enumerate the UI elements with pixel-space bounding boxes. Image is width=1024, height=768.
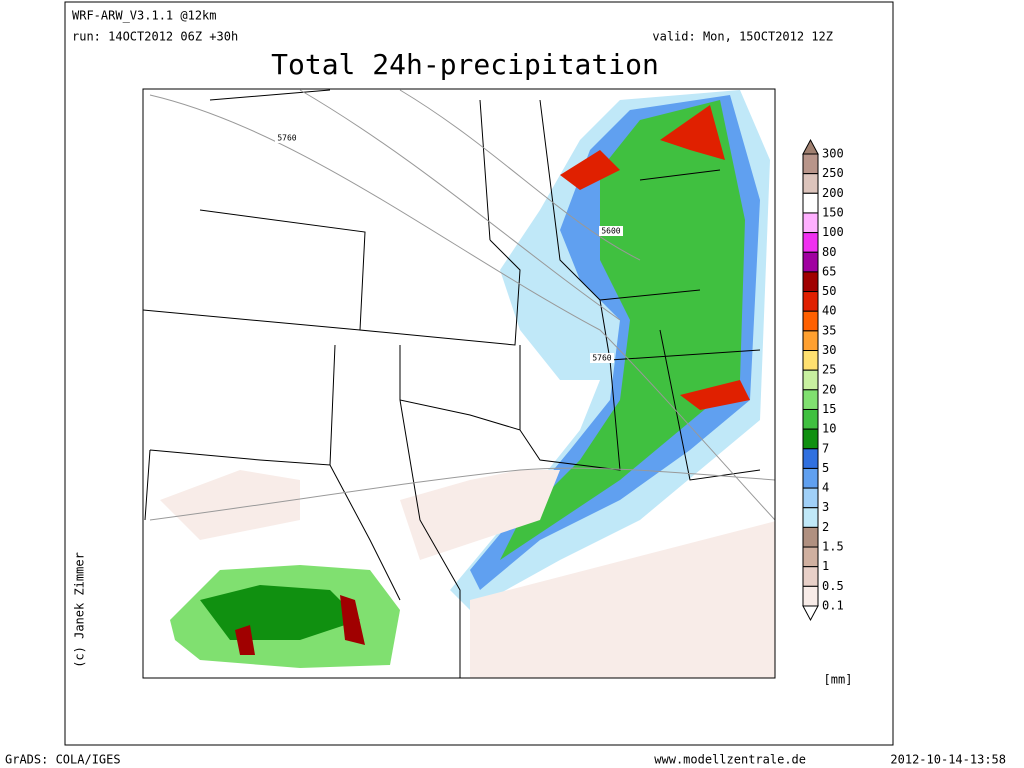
colorbar-label: 30 (822, 343, 836, 357)
precip-mexico-core (200, 585, 360, 640)
colorbar-swatch (802, 428, 819, 450)
precip-mexico-max (235, 595, 365, 655)
colorbar-label: 250 (822, 166, 844, 180)
unit-label: [mm] (824, 673, 853, 687)
valid-text: valid: Mon, 15OCT2012 12Z (652, 30, 833, 44)
colorbar: 300 250 200 150 100 80 65 50 40 35 30 25 20 15 10 7 5 4 3 2… (802, 138, 844, 622)
colorbar-swatch (802, 330, 819, 352)
colorbar-label: 5 (822, 461, 829, 475)
colorbar-label: 100 (822, 225, 844, 239)
height-contours (149, 89, 775, 521)
precip-trace (160, 470, 775, 678)
colorbar-swatch (802, 546, 819, 568)
colorbar-label: 65 (822, 264, 836, 278)
colorbar-swatch (802, 585, 819, 607)
colorbar-swatch (802, 291, 819, 312)
credit: (c) Janek Zimmer (73, 552, 87, 668)
colorbar-label: 7 (822, 441, 829, 455)
colorbar-swatch (802, 271, 819, 293)
colorbar-arrow (802, 605, 819, 622)
contour-label-box (599, 226, 623, 236)
colorbar-label: 4 (822, 481, 829, 495)
colorbar-swatch (802, 310, 819, 332)
colorbar-swatch (802, 487, 819, 509)
colorbar-label: 150 (822, 205, 844, 219)
colorbar-label: 1.5 (822, 540, 844, 554)
colorbar-label: 200 (822, 186, 844, 200)
colorbar-label: 35 (822, 323, 836, 337)
software-text: GrADS: COLA/IGES (5, 753, 121, 767)
colorbar-swatch (802, 192, 819, 214)
colorbar-swatch (802, 173, 819, 194)
contour-label: 5600 (601, 227, 620, 236)
colorbar-swatch (802, 526, 819, 548)
colorbar-label: 0.1 (822, 599, 844, 613)
precip-green (500, 100, 745, 560)
colorbar-swatch (802, 448, 819, 469)
colorbar-label: 80 (822, 245, 836, 259)
colorbar-label: 25 (822, 363, 836, 377)
colorbar-label: 50 (822, 284, 836, 298)
colorbar-swatch (802, 566, 819, 587)
colorbar-label: 3 (822, 500, 829, 514)
colorbar-label: 10 (822, 422, 836, 436)
colorbar-label: 0.5 (822, 579, 844, 593)
colorbar-label: 40 (822, 304, 836, 318)
map-border (142, 88, 776, 679)
colorbar-label: 300 (822, 147, 844, 161)
run-text: run: 14OCT2012 06Z +30h (72, 30, 238, 44)
colorbar-swatch (802, 232, 819, 253)
colorbar-swatch (802, 408, 819, 430)
contour-label-box (590, 353, 614, 363)
model-text: WRF-ARW_V3.1.1 @12km (72, 9, 217, 23)
colorbar-swatch (802, 153, 819, 175)
colorbar-label: 1 (822, 559, 829, 573)
contour-label-box (275, 133, 299, 143)
map: 5760 5600 5760 (c) Janek Zimmer (73, 88, 776, 679)
colorbar-swatch (802, 389, 819, 410)
colorbar-swatch (802, 212, 819, 234)
colorbar-label: 2 (822, 520, 829, 534)
colorbar-swatch (802, 251, 819, 273)
colorbar-swatch (802, 369, 819, 391)
contour-label: 5760 (592, 354, 611, 363)
colorbar-swatch (802, 350, 819, 371)
contour-label: 5760 (277, 134, 296, 143)
colorbar-label: 20 (822, 382, 836, 396)
colorbar-swatch (802, 467, 819, 489)
timestamp-text: 2012-10-14-13:58 (890, 753, 1006, 767)
title: Total 24h-precipitation (271, 48, 659, 81)
site-text: www.modellzentrale.de (654, 753, 806, 767)
colorbar-label: 15 (822, 402, 836, 416)
colorbar-swatch (802, 507, 819, 528)
